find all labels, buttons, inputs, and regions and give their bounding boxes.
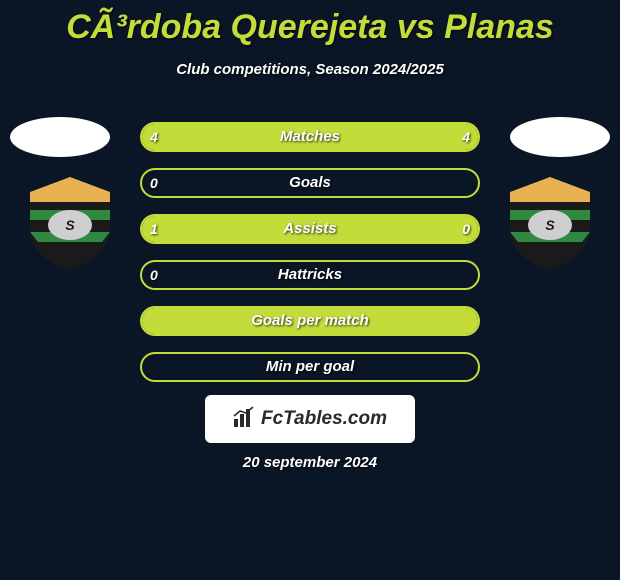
stats-container: 44Matches 0Goals 10Assists 0Hattricks Goals … bbox=[140, 122, 480, 398]
svg-text:S: S bbox=[65, 217, 75, 233]
club-badge-right: S bbox=[500, 172, 600, 272]
stat-label: Goals bbox=[142, 170, 478, 196]
stat-label: Assists bbox=[142, 216, 478, 242]
svg-text:S: S bbox=[545, 217, 555, 233]
stat-row: 44Matches bbox=[140, 122, 480, 152]
date-text: 20 september 2024 bbox=[0, 454, 620, 471]
stat-row: 10Assists bbox=[140, 214, 480, 244]
stat-label: Matches bbox=[142, 124, 478, 150]
brand-text: FcTables.com bbox=[261, 408, 387, 430]
stat-row: Goals per match bbox=[140, 306, 480, 336]
club-badge-left: S bbox=[20, 172, 120, 272]
page-subtitle: Club competitions, Season 2024/2025 bbox=[0, 61, 620, 78]
stat-label: Hattricks bbox=[142, 262, 478, 288]
player-photo-left bbox=[10, 117, 110, 157]
chart-icon bbox=[233, 406, 255, 433]
player-photo-right bbox=[510, 117, 610, 157]
page-title: CÃ³rdoba Querejeta vs Planas bbox=[0, 0, 620, 47]
stat-row: 0Hattricks bbox=[140, 260, 480, 290]
brand-box: FcTables.com bbox=[205, 395, 415, 443]
stat-label: Goals per match bbox=[142, 308, 478, 334]
shield-icon: S bbox=[500, 172, 600, 272]
stat-row: Min per goal bbox=[140, 352, 480, 382]
shield-icon: S bbox=[20, 172, 120, 272]
stat-label: Min per goal bbox=[142, 354, 478, 380]
stat-row: 0Goals bbox=[140, 168, 480, 198]
